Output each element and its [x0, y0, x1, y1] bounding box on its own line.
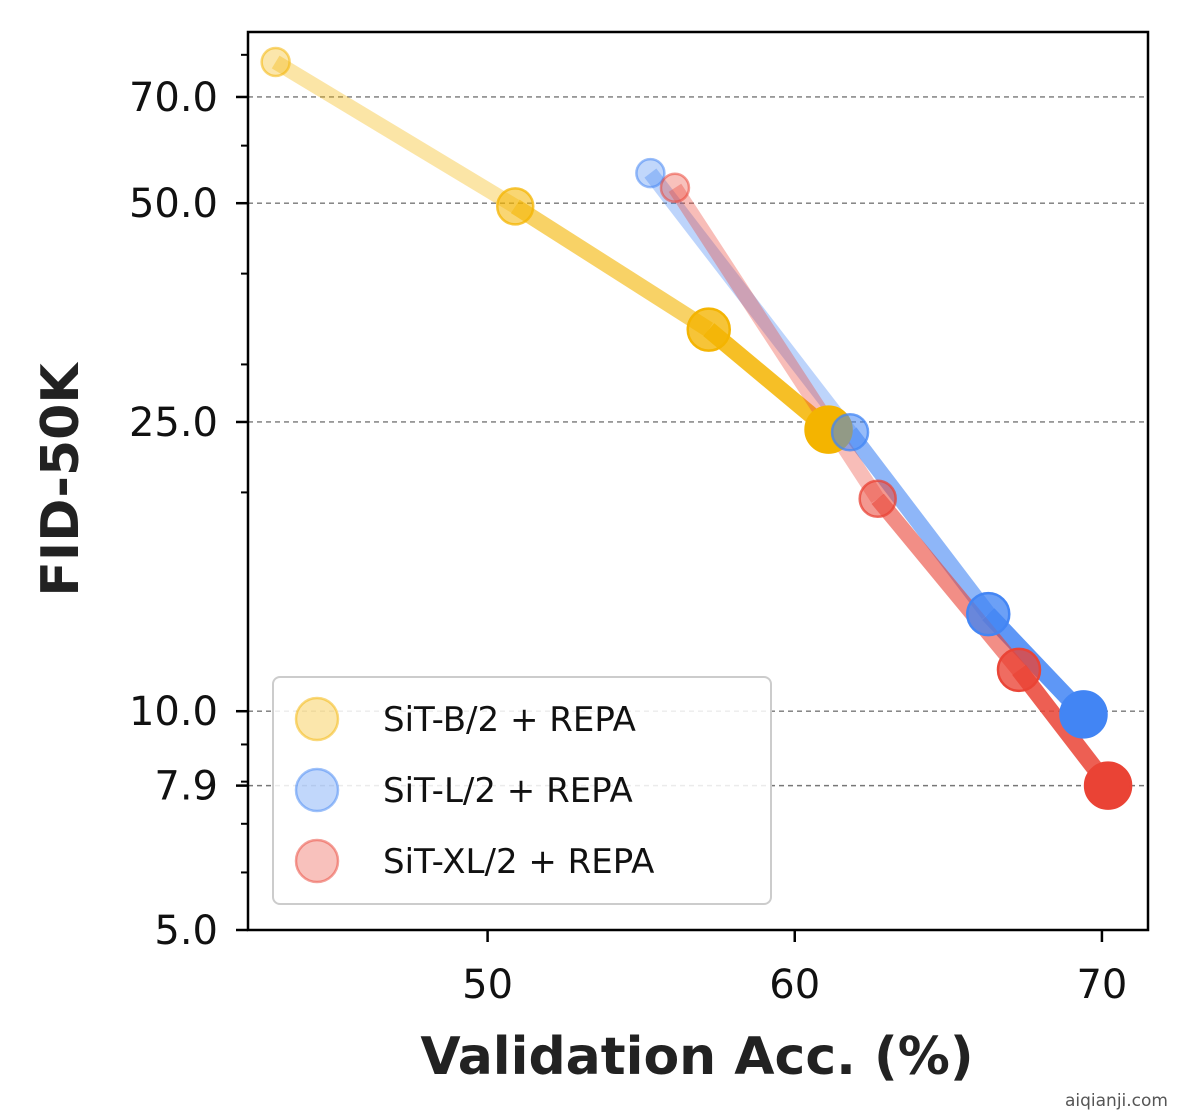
series-layer [260, 46, 1133, 810]
y-tick-label: 25.0 [129, 400, 218, 446]
legend-marker [294, 767, 340, 813]
series-line-segment [644, 168, 856, 437]
legend-marker [294, 838, 340, 884]
data-point [858, 479, 897, 519]
data-point [659, 172, 691, 204]
legend-box [272, 676, 772, 905]
series-line-segment [871, 493, 1026, 675]
watermark-text: aiqianji.com [1065, 1091, 1168, 1111]
plot-frame [246, 30, 1150, 932]
y-tick-label: 70.0 [129, 75, 218, 121]
y-tick-label: 50.0 [129, 181, 218, 227]
x-tick-label: 70 [1076, 962, 1127, 1008]
y-axis-title: FID-50K [31, 362, 91, 597]
x-tick-label: 50 [462, 962, 513, 1008]
x-tick-label: 60 [769, 962, 820, 1008]
legend-marker [294, 696, 340, 742]
series-line-segment [703, 323, 834, 437]
data-point [1059, 690, 1108, 739]
legend-label: SiT-L/2 + REPA [383, 771, 633, 811]
y-tick-label: 7.9 [154, 764, 218, 810]
series-line-segment [510, 199, 714, 337]
data-point [966, 591, 1011, 637]
x-axis-title: Validation Acc. (%) [420, 1027, 973, 1087]
y-tick-label: 5.0 [154, 908, 218, 954]
y-tick-label: 10.0 [129, 689, 218, 735]
axis-ticks: 5.0 7.9 10.0 25.0 50.0 70.0 50 60 70 [129, 53, 1127, 1008]
legend-label: SiT-XL/2 + REPA [383, 842, 654, 882]
series-line-segment [271, 55, 520, 213]
data-point [1083, 761, 1133, 810]
data-point [635, 157, 666, 189]
legend-label: SiT-B/2 + REPA [383, 700, 636, 740]
data-point [830, 412, 870, 452]
data-point [495, 187, 535, 226]
series-line-segment [843, 427, 995, 619]
legend: SiT-B/2 + REPA SiT-L/2 + REPA SiT-XL/2 + R… [272, 676, 772, 905]
data-point [260, 46, 291, 78]
data-point [686, 307, 732, 352]
data-point [996, 647, 1042, 693]
